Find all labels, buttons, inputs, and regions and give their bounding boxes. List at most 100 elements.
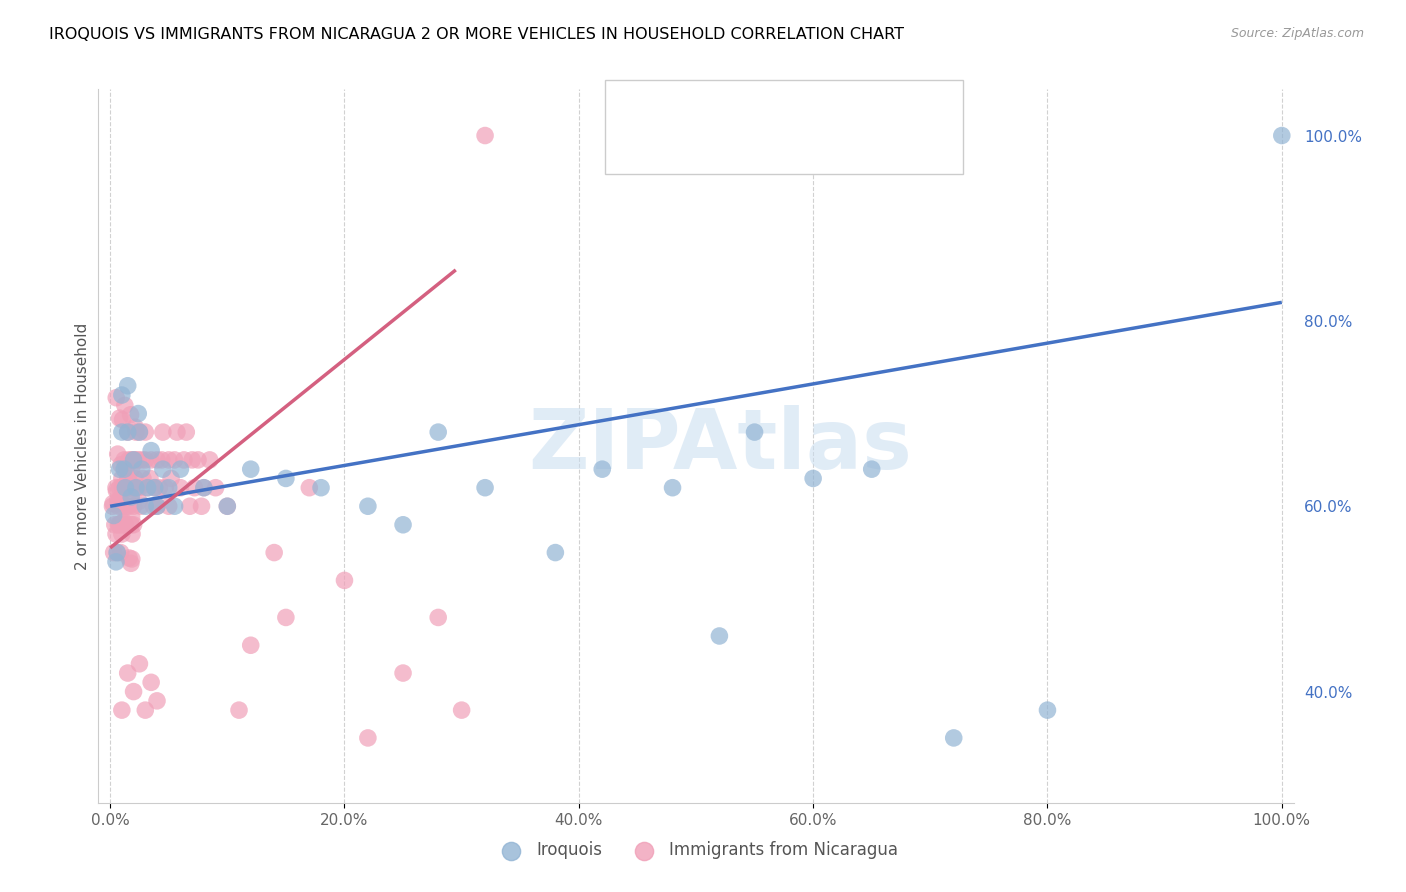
Point: [274, 471, 297, 485]
Point: [128, 494, 150, 508]
Point: [118, 500, 141, 514]
Point: [124, 471, 146, 485]
Point: [117, 471, 139, 485]
Point: [157, 453, 180, 467]
Point: [110, 458, 132, 472]
Point: [105, 527, 128, 541]
Point: [118, 453, 141, 467]
Point: [114, 481, 136, 495]
Point: [474, 481, 496, 495]
Point: [108, 517, 131, 532]
Point: [150, 453, 173, 467]
Point: [173, 453, 195, 467]
Point: [120, 481, 141, 495]
Point: [121, 481, 143, 495]
Point: [110, 516, 132, 531]
Point: [239, 462, 262, 476]
Point: [111, 471, 134, 485]
Point: [174, 425, 197, 439]
Point: [120, 517, 142, 532]
Point: [128, 657, 150, 671]
Text: ZIPAtlas: ZIPAtlas: [527, 406, 912, 486]
Point: [114, 398, 136, 412]
Point: [105, 545, 128, 559]
Point: [152, 425, 174, 439]
Point: [146, 500, 169, 514]
Point: [136, 481, 159, 495]
Point: [801, 471, 824, 485]
Point: [108, 481, 131, 495]
Point: [274, 610, 297, 624]
Point: [122, 453, 145, 467]
Point: [122, 453, 145, 467]
Text: 82: 82: [848, 136, 875, 155]
Point: [131, 453, 153, 467]
Point: [112, 462, 135, 476]
Point: [105, 391, 128, 405]
Point: [103, 545, 125, 559]
Y-axis label: 2 or more Vehicles in Household: 2 or more Vehicles in Household: [75, 322, 90, 570]
Point: [309, 481, 332, 495]
Point: [136, 481, 159, 495]
Point: [124, 420, 146, 434]
Point: [107, 493, 129, 508]
Point: [117, 666, 139, 681]
Point: [141, 453, 163, 467]
Point: [111, 413, 134, 427]
Point: [1271, 128, 1294, 143]
Point: [115, 500, 138, 514]
Text: IROQUOIS VS IMMIGRANTS FROM NICARAGUA 2 OR MORE VEHICLES IN HOUSEHOLD CORRELATIO: IROQUOIS VS IMMIGRANTS FROM NICARAGUA 2 …: [49, 27, 904, 42]
Point: [217, 500, 239, 514]
Point: [118, 551, 141, 566]
Point: [146, 500, 169, 514]
Point: [110, 496, 132, 510]
Point: [115, 459, 138, 474]
Point: [114, 481, 136, 495]
Point: [143, 481, 166, 495]
Point: [117, 472, 139, 486]
Point: [134, 425, 156, 439]
Point: [134, 703, 156, 717]
Point: [112, 516, 135, 530]
Point: [141, 443, 163, 458]
Point: [127, 481, 149, 495]
Point: [112, 515, 135, 529]
Point: [111, 425, 134, 439]
Point: [148, 481, 170, 495]
Point: [121, 461, 143, 475]
Point: [122, 684, 145, 698]
Point: [131, 462, 153, 476]
Point: [190, 500, 212, 514]
Point: [744, 425, 766, 439]
Point: [101, 496, 124, 510]
Point: [357, 500, 380, 514]
Text: 0.339: 0.339: [710, 136, 772, 155]
Point: [333, 574, 356, 588]
Point: [128, 425, 150, 439]
Point: [181, 453, 204, 467]
Point: [117, 425, 139, 439]
Point: [115, 477, 138, 491]
Point: [163, 500, 186, 514]
Point: [120, 490, 142, 504]
Point: [111, 500, 134, 514]
Point: [111, 480, 134, 494]
Point: [141, 675, 163, 690]
Point: [125, 481, 148, 495]
Point: [107, 517, 129, 532]
Point: [166, 425, 188, 439]
Text: N =: N =: [794, 136, 851, 155]
Point: [152, 462, 174, 476]
Point: [860, 462, 883, 476]
Point: [127, 407, 149, 421]
Point: [111, 527, 134, 541]
Point: [112, 453, 135, 467]
Point: [105, 555, 128, 569]
Text: Source: ZipAtlas.com: Source: ZipAtlas.com: [1230, 27, 1364, 40]
Point: [142, 500, 165, 514]
Point: [120, 408, 142, 422]
Point: [120, 557, 142, 571]
Text: R =: R =: [668, 136, 710, 155]
Point: [111, 703, 134, 717]
Point: [105, 483, 128, 498]
